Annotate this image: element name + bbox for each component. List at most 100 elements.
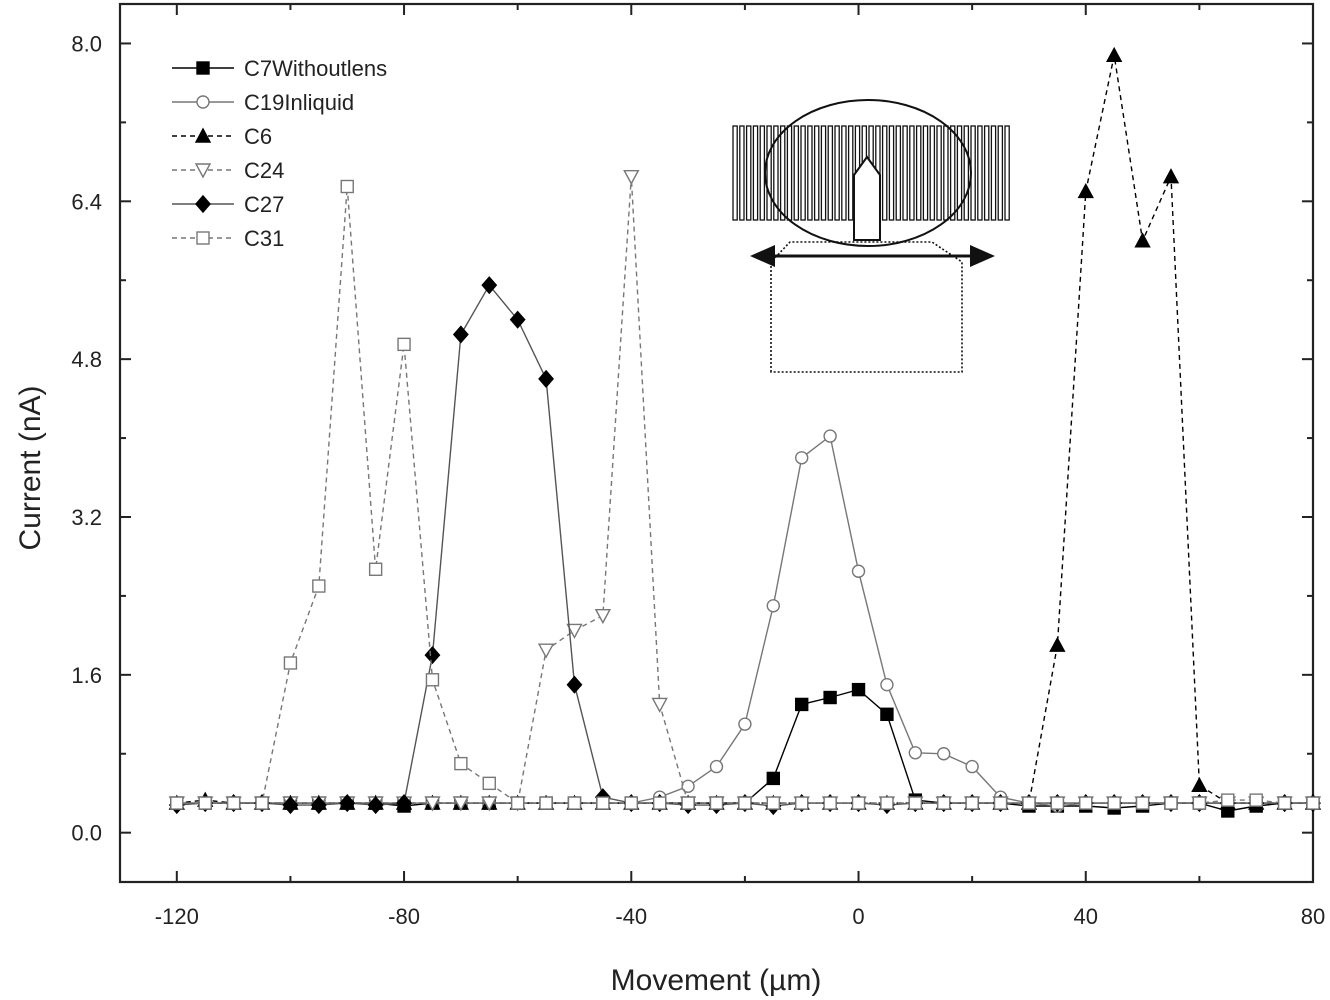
electrode-stripe bbox=[895, 125, 902, 221]
sample-outline bbox=[770, 241, 963, 373]
data-point bbox=[481, 796, 498, 812]
y-tick-label: 8.0 bbox=[71, 31, 102, 56]
legend-marker bbox=[194, 127, 212, 143]
ticks-layer: -120 -80 -40 0 40 80 0.0 1.6 3.2 4.8 6.4 8.0 bbox=[71, 4, 1325, 929]
data-point bbox=[652, 796, 667, 810]
series-line bbox=[176, 186, 1313, 804]
legend-marker bbox=[196, 61, 210, 75]
data-point bbox=[1105, 46, 1123, 62]
legend-marker bbox=[196, 95, 210, 109]
data-point bbox=[425, 673, 440, 687]
y-tick-label: 3.2 bbox=[71, 505, 102, 530]
electrode-stripe bbox=[922, 125, 929, 221]
electrode-stripe bbox=[807, 125, 813, 221]
data-point bbox=[340, 179, 354, 194]
data-point bbox=[709, 796, 724, 810]
data-point bbox=[1249, 793, 1263, 807]
y-tick-label: 0.0 bbox=[71, 821, 102, 846]
legend-item: C6 bbox=[172, 124, 272, 149]
legend-marker bbox=[194, 163, 212, 179]
data-point bbox=[454, 756, 468, 771]
data-point bbox=[795, 697, 809, 712]
arrow-left-head bbox=[750, 245, 775, 267]
data-point bbox=[795, 451, 809, 465]
legend-marker bbox=[195, 194, 211, 214]
data-point bbox=[681, 779, 695, 794]
data-point bbox=[452, 796, 470, 812]
data-point bbox=[681, 796, 695, 810]
data-point bbox=[937, 796, 951, 810]
data-point bbox=[1079, 796, 1093, 810]
data-point bbox=[396, 794, 412, 813]
data-point bbox=[170, 796, 184, 810]
data-point bbox=[226, 796, 241, 810]
legend-item: C24 bbox=[172, 158, 284, 183]
electrode-stripe bbox=[800, 125, 806, 221]
data-point bbox=[766, 796, 781, 810]
data-point bbox=[624, 796, 638, 810]
electrode-stripe bbox=[902, 125, 908, 221]
data-point bbox=[1162, 168, 1180, 184]
series-C24 bbox=[168, 169, 1322, 812]
legend-item: C27 bbox=[172, 192, 284, 217]
electrode-stripe bbox=[773, 125, 779, 221]
series-layer bbox=[168, 46, 1322, 818]
data-point bbox=[823, 429, 837, 443]
electrode-stripe bbox=[820, 125, 827, 221]
plot-area bbox=[118, 2, 1322, 884]
data-point bbox=[566, 623, 583, 639]
electrode-stripe bbox=[786, 125, 793, 221]
electrode-stripe bbox=[943, 125, 949, 221]
data-point bbox=[1164, 796, 1178, 810]
legend-item: C7Withoutlens bbox=[172, 56, 387, 81]
x-tick-label: -80 bbox=[388, 904, 420, 929]
electrode-schematic-inset bbox=[732, 99, 1010, 373]
y-tick-label: 4.8 bbox=[71, 347, 102, 372]
electrode-stripe bbox=[909, 125, 915, 221]
lens-ellipse bbox=[764, 99, 972, 247]
data-point bbox=[424, 646, 441, 665]
legend-item: C31 bbox=[172, 226, 284, 251]
data-point bbox=[880, 677, 894, 692]
legend-item: C19Inliquid bbox=[172, 90, 354, 115]
data-point bbox=[1277, 796, 1292, 810]
legend-label: C7Withoutlens bbox=[244, 56, 387, 81]
legend-marker bbox=[196, 231, 210, 245]
electrode-stripe bbox=[732, 125, 738, 221]
electrode-stripe bbox=[936, 125, 942, 221]
data-point bbox=[310, 795, 327, 815]
data-point bbox=[908, 796, 923, 810]
electrode-stripe bbox=[834, 125, 840, 221]
data-point bbox=[851, 682, 866, 697]
data-point bbox=[1107, 796, 1121, 810]
electrode-stripe bbox=[963, 125, 970, 221]
electrode-stripe bbox=[888, 125, 895, 221]
data-point bbox=[651, 697, 668, 713]
data-point bbox=[623, 169, 640, 186]
data-point bbox=[1022, 796, 1036, 810]
data-point bbox=[1192, 796, 1207, 810]
data-point bbox=[539, 796, 553, 810]
data-point bbox=[851, 564, 866, 578]
electrode-stripe bbox=[759, 125, 766, 221]
electrode-stripe bbox=[1004, 125, 1010, 221]
data-point bbox=[1050, 796, 1065, 810]
series-line bbox=[176, 434, 1313, 807]
data-point bbox=[481, 276, 498, 295]
y-axis-label: Current (nA) bbox=[14, 385, 47, 550]
data-point bbox=[908, 746, 923, 760]
data-point bbox=[823, 690, 837, 705]
series-C27 bbox=[168, 276, 1321, 816]
data-point bbox=[368, 562, 383, 576]
data-point bbox=[566, 675, 583, 694]
data-point bbox=[1306, 796, 1320, 810]
data-point bbox=[1134, 232, 1151, 248]
data-point bbox=[738, 796, 752, 810]
electrode-stripe bbox=[949, 125, 956, 221]
data-point bbox=[424, 796, 441, 812]
x-tick-label: 40 bbox=[1074, 904, 1098, 929]
data-point bbox=[594, 608, 612, 625]
arrow-right-head bbox=[970, 245, 995, 267]
legend: C7Withoutlens C19Inliquid C6 C24 C27 C31 bbox=[172, 56, 387, 251]
